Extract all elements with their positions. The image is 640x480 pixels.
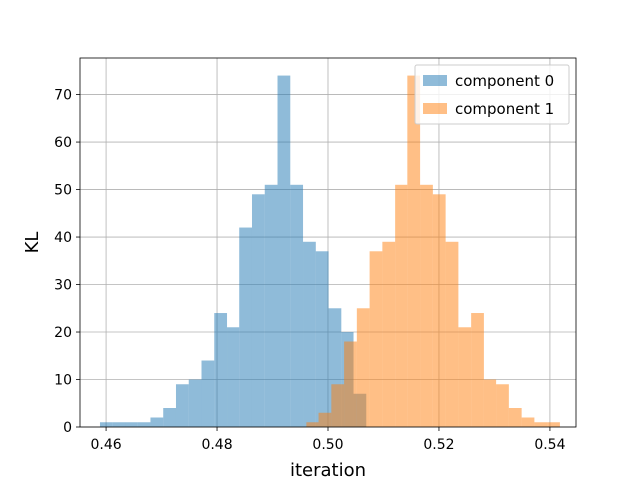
histogram-bar [471,313,484,427]
histogram-bar [315,251,329,427]
legend-swatch [423,75,447,86]
y-tick-label: 60 [54,135,72,151]
histogram-bar [369,251,383,427]
histogram-bar [290,184,304,427]
histogram-bar [483,379,497,427]
histogram-bar [277,75,291,428]
histogram-bar [306,422,319,427]
histogram-bar [264,184,278,427]
legend: component 0 component 1 [414,64,570,125]
x-tick-label: 0.50 [312,437,343,453]
histogram-bar [163,408,176,427]
histogram-bar [356,308,370,427]
histogram-bar [445,241,459,427]
x-axis-ticks: 0.46 0.48 0.50 0.52 0.54 [90,427,566,453]
histogram-bar [382,241,396,427]
histogram-bars [99,75,560,428]
histogram-bar [99,422,113,427]
series-1-bars [306,75,560,428]
histogram-bar [201,360,215,427]
histogram-bar [458,327,472,427]
histogram-bar [508,408,522,427]
x-axis-label: iteration [290,460,366,480]
x-tick-label: 0.54 [534,437,565,453]
histogram-bar [432,194,446,427]
histogram-bar [407,75,421,428]
y-tick-label: 20 [54,325,72,341]
legend-label: component 1 [455,100,554,118]
histogram-bar [331,384,345,427]
histogram-bar [395,184,408,427]
y-tick-label: 50 [54,183,72,199]
y-tick-label: 70 [54,88,72,104]
histogram-bar [188,379,202,427]
y-tick-label: 40 [54,230,72,246]
legend-label: component 0 [455,72,554,90]
y-tick-label: 0 [63,420,72,436]
histogram-bar [251,194,265,427]
x-tick-label: 0.46 [90,437,121,453]
y-tick-label: 10 [54,373,72,389]
histogram-bar [227,327,240,427]
histogram-bar [175,384,189,427]
histogram-bar [303,241,316,427]
histogram-bar [137,422,151,427]
histogram-bar [318,412,332,427]
histogram-bar [344,341,357,427]
histogram-bar [125,422,138,427]
legend-box [414,64,570,125]
legend-swatch [423,103,447,114]
histogram-bar [112,422,126,427]
histogram-bar [150,417,164,427]
histogram-bar [496,384,509,427]
histogram-bar [420,184,433,427]
histogram-bar [547,422,560,427]
histogram-bar [534,422,548,427]
histogram-bar [239,227,252,427]
grid-lines [80,58,576,428]
y-axis-ticks: 0 10 20 30 40 50 60 70 [54,88,80,436]
histogram-bar [214,313,228,427]
x-tick-label: 0.52 [423,437,454,453]
y-axis-label: KL [22,232,43,254]
y-tick-label: 30 [54,278,72,294]
x-tick-label: 0.48 [201,437,232,453]
histogram-bar [521,417,535,427]
